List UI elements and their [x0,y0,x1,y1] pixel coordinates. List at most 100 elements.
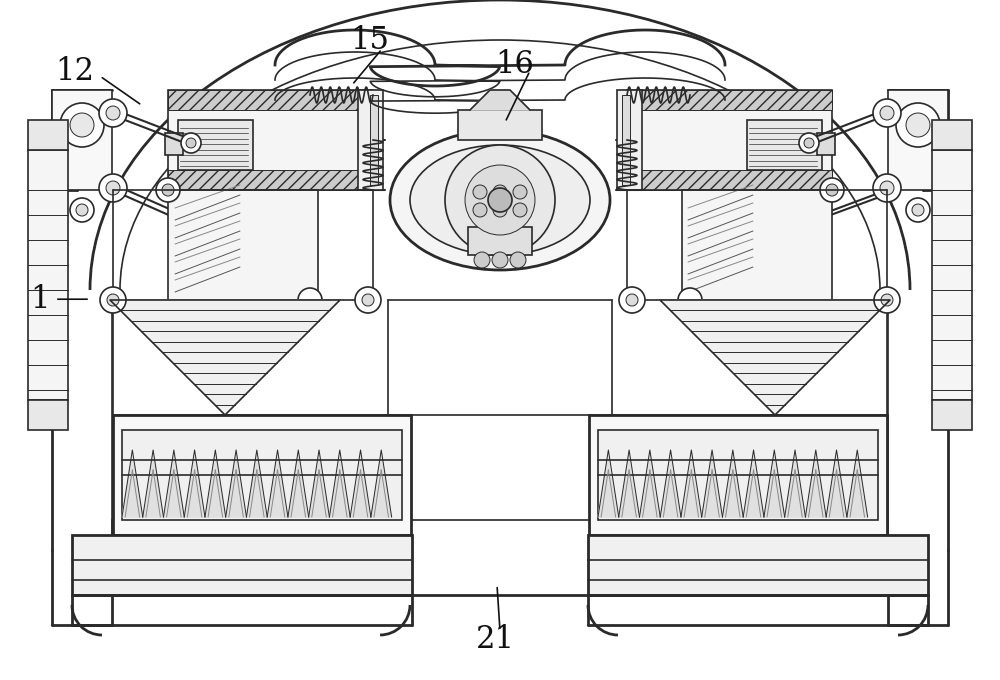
Polygon shape [743,450,764,517]
Polygon shape [847,450,868,517]
Circle shape [156,178,180,202]
Bar [165,133,183,155]
Bar [358,90,383,190]
Polygon shape [619,450,639,517]
Bar [168,90,373,190]
Circle shape [162,184,174,196]
Circle shape [298,288,322,312]
Circle shape [678,288,702,312]
Bar [28,400,68,430]
Bar [370,95,378,185]
Circle shape [60,103,104,147]
Bar [932,150,972,400]
Polygon shape [826,450,847,517]
Text: 1: 1 [30,284,50,315]
Polygon shape [470,90,530,110]
Polygon shape [267,450,288,517]
Circle shape [873,99,901,127]
Bar [28,150,68,400]
Circle shape [76,204,88,216]
Circle shape [362,294,374,306]
Polygon shape [143,450,163,517]
Bar [72,535,412,595]
Text: 16: 16 [496,49,534,80]
Circle shape [107,294,119,306]
Circle shape [70,113,94,137]
Circle shape [70,198,94,222]
Circle shape [186,138,196,148]
Bar [589,415,887,535]
Polygon shape [226,450,246,517]
Bar [178,120,253,170]
Circle shape [355,287,381,313]
Circle shape [474,252,490,268]
Polygon shape [110,300,340,415]
Polygon shape [205,450,226,517]
Polygon shape [598,450,619,517]
Circle shape [445,145,555,255]
Polygon shape [764,450,785,517]
Circle shape [896,103,940,147]
Circle shape [100,287,126,313]
Circle shape [493,185,507,199]
Circle shape [912,204,924,216]
Circle shape [626,294,638,306]
Polygon shape [660,450,681,517]
Polygon shape [371,450,392,517]
Polygon shape [122,450,143,517]
Circle shape [874,287,900,313]
Polygon shape [785,450,805,517]
Polygon shape [288,450,309,517]
Polygon shape [805,450,826,517]
Bar [168,190,318,300]
Bar [682,190,832,300]
Bar [617,90,642,190]
Bar [817,133,835,155]
Circle shape [873,174,901,202]
Bar [888,90,948,190]
Circle shape [99,99,127,127]
Polygon shape [660,300,890,415]
Polygon shape [639,450,660,517]
Circle shape [804,138,814,148]
Bar [458,110,542,140]
Bar [28,120,68,150]
Polygon shape [246,450,267,517]
Bar [598,430,878,520]
Bar [627,170,832,190]
Circle shape [881,294,893,306]
Circle shape [880,181,894,195]
Bar [122,430,402,520]
Ellipse shape [410,145,590,255]
Circle shape [181,133,201,153]
Circle shape [493,203,507,217]
Bar [468,227,532,255]
Polygon shape [681,450,702,517]
Polygon shape [702,450,722,517]
Circle shape [906,198,930,222]
Bar [627,90,832,110]
Circle shape [906,113,930,137]
Bar [932,400,972,430]
Circle shape [880,106,894,120]
Polygon shape [163,450,184,517]
Circle shape [799,133,819,153]
Text: 21: 21 [476,624,514,655]
Polygon shape [350,450,371,517]
Circle shape [488,188,512,212]
Circle shape [619,287,645,313]
Bar [168,90,373,110]
Polygon shape [184,450,205,517]
Circle shape [106,106,120,120]
Circle shape [473,185,487,199]
Circle shape [820,178,844,202]
Circle shape [826,184,838,196]
Circle shape [473,203,487,217]
Text: 15: 15 [351,25,390,56]
Polygon shape [309,450,329,517]
Polygon shape [722,450,743,517]
Bar [747,120,822,170]
Bar [932,120,972,150]
Circle shape [106,181,120,195]
Bar [627,90,832,190]
